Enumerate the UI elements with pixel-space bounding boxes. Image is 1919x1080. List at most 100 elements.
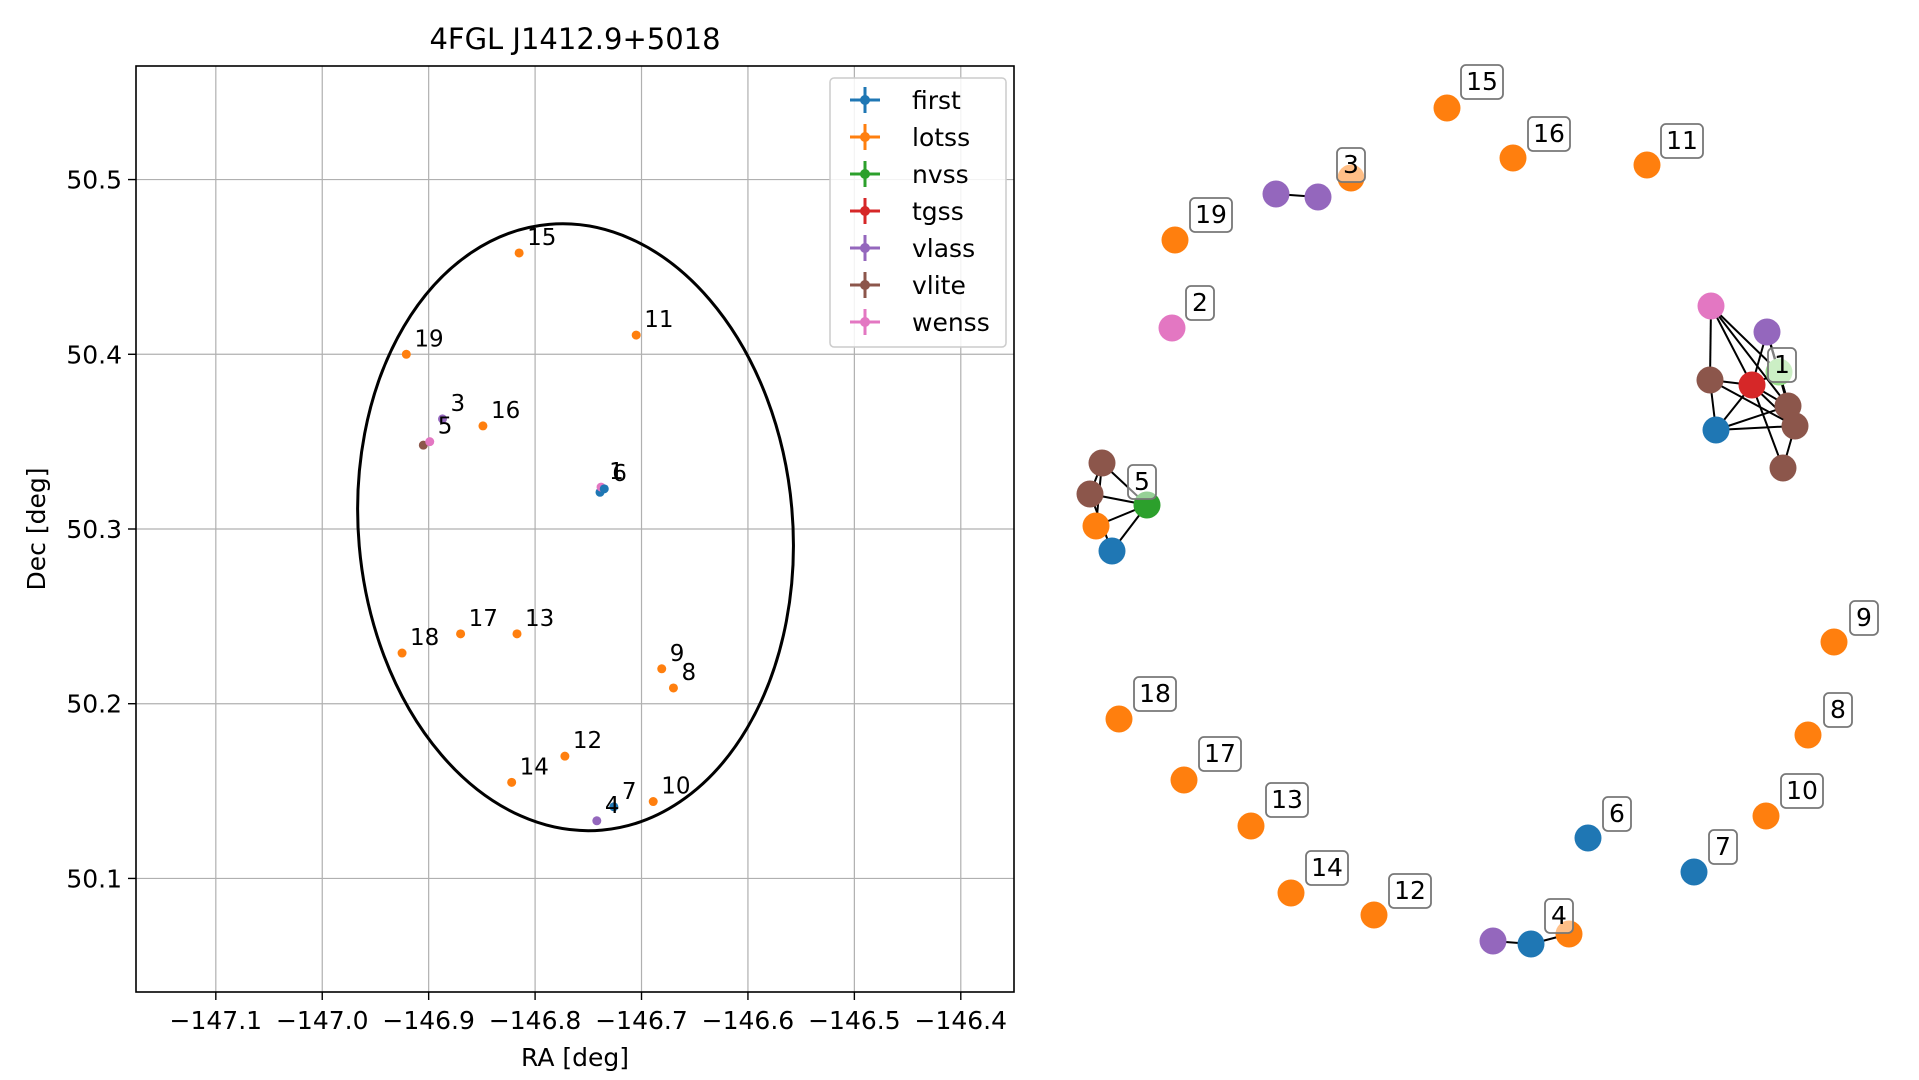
y-tick-label: 50.1 bbox=[66, 864, 122, 893]
network-label-box bbox=[1133, 676, 1177, 712]
legend-entry: wenss bbox=[912, 308, 990, 337]
network-node bbox=[1769, 454, 1797, 482]
network-node bbox=[1304, 183, 1332, 211]
network-node bbox=[1170, 766, 1198, 794]
network-label: 13 bbox=[1271, 785, 1303, 814]
source-point bbox=[668, 683, 678, 693]
network-node bbox=[1088, 449, 1116, 477]
source-point bbox=[507, 777, 517, 787]
source-point bbox=[438, 414, 448, 424]
y-tick-label: 50.2 bbox=[66, 690, 122, 719]
source-point bbox=[648, 797, 658, 807]
legend-marker-dot bbox=[860, 95, 870, 105]
x-tick-label: −147.1 bbox=[170, 1006, 263, 1035]
network-label-box bbox=[1388, 873, 1432, 909]
network-label: 2 bbox=[1192, 288, 1208, 317]
network-node bbox=[1794, 721, 1822, 749]
x-axis-label: RA [deg] bbox=[521, 1043, 629, 1072]
source-point bbox=[478, 421, 488, 431]
point-label: 3 bbox=[451, 391, 466, 417]
network-label-box bbox=[1602, 796, 1632, 832]
network-edge bbox=[1710, 305, 1753, 386]
legend-entry: vlite bbox=[912, 271, 966, 300]
legend-marker-dot bbox=[860, 280, 870, 290]
y-tick-label: 50.3 bbox=[66, 515, 122, 544]
legend-box bbox=[829, 77, 1007, 348]
network-label-box bbox=[1198, 736, 1242, 772]
network-label: 1 bbox=[1774, 350, 1790, 379]
point-label: 6 bbox=[612, 461, 627, 487]
network-label: 17 bbox=[1204, 739, 1236, 768]
point-label: 8 bbox=[681, 660, 696, 686]
point-label: 19 bbox=[414, 326, 443, 352]
point-label: 1 bbox=[609, 459, 624, 485]
network-label-box bbox=[1780, 773, 1824, 809]
legend-entry: tgss bbox=[912, 197, 964, 226]
network-node bbox=[1277, 879, 1305, 907]
point-label: 10 bbox=[661, 774, 690, 800]
network-label-box bbox=[1185, 285, 1215, 321]
network-label: 18 bbox=[1139, 679, 1171, 708]
network-label-box bbox=[1849, 600, 1879, 636]
network-node bbox=[1158, 314, 1186, 342]
legend-marker-dot bbox=[860, 317, 870, 327]
point-label: 15 bbox=[527, 225, 556, 251]
network-label: 15 bbox=[1466, 67, 1498, 96]
legend-entry: first bbox=[912, 86, 961, 115]
network-label: 11 bbox=[1666, 126, 1698, 155]
network-node bbox=[1499, 144, 1527, 172]
network-label-box bbox=[1265, 782, 1309, 818]
point-label: 5 bbox=[438, 414, 453, 440]
legend: first lotss nvss tgss vlass vlite wenss bbox=[829, 77, 1007, 348]
network-node bbox=[1360, 901, 1388, 929]
source-point bbox=[631, 330, 641, 340]
network-node bbox=[1237, 812, 1265, 840]
network-node bbox=[1680, 858, 1708, 886]
network-label-box bbox=[1460, 64, 1504, 100]
x-tick-label: −146.4 bbox=[915, 1006, 1008, 1035]
network-label: 9 bbox=[1856, 603, 1872, 632]
network-node bbox=[1820, 628, 1848, 656]
plot-frame bbox=[135, 65, 1015, 993]
network-label: 3 bbox=[1343, 150, 1359, 179]
network-label: 7 bbox=[1715, 832, 1731, 861]
axis-ticks: −147.1 −147.0 −146.9 −146.8 −146.7 −146.6 −146… bbox=[66, 166, 1007, 1035]
legend-marker-dot bbox=[860, 206, 870, 216]
point-label: 11 bbox=[644, 307, 673, 333]
network-label-box bbox=[1660, 123, 1704, 159]
network-node bbox=[1574, 824, 1602, 852]
point-label: 9 bbox=[670, 641, 685, 667]
source-point bbox=[560, 751, 570, 761]
point-label: 18 bbox=[410, 625, 439, 651]
legend-entry: nvss bbox=[912, 160, 969, 189]
point-label: 16 bbox=[491, 398, 520, 424]
network-node bbox=[1076, 480, 1104, 508]
source-point bbox=[657, 664, 667, 674]
network-label-box bbox=[1544, 898, 1574, 934]
network-label-box bbox=[1189, 197, 1233, 233]
point-label: 12 bbox=[573, 728, 602, 754]
x-tick-label: −146.9 bbox=[382, 1006, 475, 1035]
network-node bbox=[1696, 366, 1724, 394]
source-points: 15 11 19 3 16 5 16 18 17 13 98 12 14 10 74 bbox=[397, 225, 696, 826]
legend-entry: lotss bbox=[912, 123, 970, 152]
network-label: 5 bbox=[1134, 467, 1150, 496]
source-point bbox=[592, 816, 602, 826]
network-node bbox=[1702, 416, 1730, 444]
error-ellipse bbox=[356, 222, 795, 833]
network-label: 14 bbox=[1311, 853, 1343, 882]
x-tick-label: −146.7 bbox=[595, 1006, 688, 1035]
legend-marker-dot bbox=[860, 243, 870, 253]
network-node bbox=[1517, 930, 1545, 958]
x-tick-label: −146.5 bbox=[808, 1006, 901, 1035]
source-point bbox=[425, 437, 435, 447]
network-node bbox=[1479, 927, 1507, 955]
source-point bbox=[456, 629, 466, 639]
network-label-box bbox=[1336, 147, 1366, 183]
point-label: 13 bbox=[525, 606, 554, 632]
y-tick-label: 50.4 bbox=[66, 340, 122, 369]
network-label-box bbox=[1767, 347, 1797, 383]
network-label: 4 bbox=[1551, 901, 1567, 930]
